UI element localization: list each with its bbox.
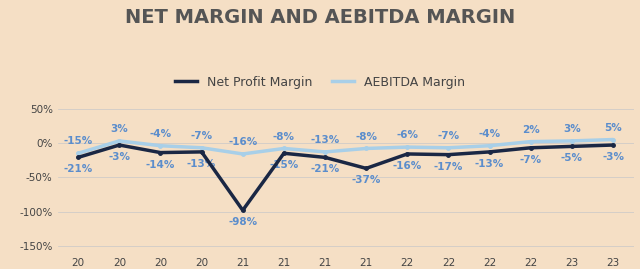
Text: -3%: -3% xyxy=(602,152,624,162)
Net Profit Margin xyxy=(239,209,246,212)
Text: -21%: -21% xyxy=(310,164,340,174)
Net Profit Margin xyxy=(527,146,534,149)
Net Profit Margin xyxy=(568,145,576,148)
Text: -16%: -16% xyxy=(228,137,257,147)
Text: -8%: -8% xyxy=(355,132,377,141)
Net Profit Margin xyxy=(280,152,288,155)
Net Profit Margin xyxy=(609,143,617,147)
Text: -17%: -17% xyxy=(434,162,463,172)
Net Profit Margin xyxy=(74,156,82,159)
Net Profit Margin xyxy=(486,150,493,154)
AEBITDA Margin xyxy=(239,152,246,155)
Text: 2%: 2% xyxy=(522,125,540,135)
Text: -14%: -14% xyxy=(146,160,175,169)
AEBITDA Margin xyxy=(403,146,411,149)
Text: -21%: -21% xyxy=(63,164,93,174)
Legend: Net Profit Margin, AEBITDA Margin: Net Profit Margin, AEBITDA Margin xyxy=(170,71,470,94)
Net Profit Margin xyxy=(445,153,452,156)
AEBITDA Margin xyxy=(486,144,493,147)
Line: AEBITDA Margin: AEBITDA Margin xyxy=(76,138,615,156)
Net Profit Margin xyxy=(403,152,411,155)
Net Profit Margin xyxy=(115,143,123,147)
Text: -5%: -5% xyxy=(561,153,583,163)
Text: -6%: -6% xyxy=(396,130,419,140)
AEBITDA Margin xyxy=(157,144,164,147)
Text: -16%: -16% xyxy=(393,161,422,171)
Text: -3%: -3% xyxy=(108,152,131,162)
Text: -15%: -15% xyxy=(269,160,298,170)
Text: -37%: -37% xyxy=(351,175,381,185)
Text: -7%: -7% xyxy=(437,131,460,141)
Text: -4%: -4% xyxy=(149,129,172,139)
Text: -8%: -8% xyxy=(273,132,295,141)
Text: -98%: -98% xyxy=(228,217,257,227)
AEBITDA Margin xyxy=(280,147,288,150)
Text: 3%: 3% xyxy=(563,124,580,134)
AEBITDA Margin xyxy=(74,152,82,155)
Text: -13%: -13% xyxy=(475,159,504,169)
Line: Net Profit Margin: Net Profit Margin xyxy=(76,143,615,212)
AEBITDA Margin xyxy=(362,147,370,150)
AEBITDA Margin xyxy=(445,146,452,149)
Text: -13%: -13% xyxy=(310,135,340,145)
AEBITDA Margin xyxy=(198,146,205,149)
Text: -15%: -15% xyxy=(63,136,93,146)
Text: -13%: -13% xyxy=(187,159,216,169)
Text: -7%: -7% xyxy=(520,155,542,165)
Net Profit Margin xyxy=(362,167,370,170)
Net Profit Margin xyxy=(157,151,164,154)
AEBITDA Margin xyxy=(115,139,123,143)
Text: -7%: -7% xyxy=(191,131,212,141)
Text: 5%: 5% xyxy=(604,123,622,133)
Net Profit Margin xyxy=(321,156,329,159)
AEBITDA Margin xyxy=(527,140,534,143)
AEBITDA Margin xyxy=(609,138,617,141)
Net Profit Margin xyxy=(198,150,205,154)
AEBITDA Margin xyxy=(321,150,329,154)
Text: NET MARGIN AND AEBITDA MARGIN: NET MARGIN AND AEBITDA MARGIN xyxy=(125,8,515,27)
Text: -4%: -4% xyxy=(479,129,500,139)
AEBITDA Margin xyxy=(568,139,576,143)
Text: 3%: 3% xyxy=(111,124,128,134)
